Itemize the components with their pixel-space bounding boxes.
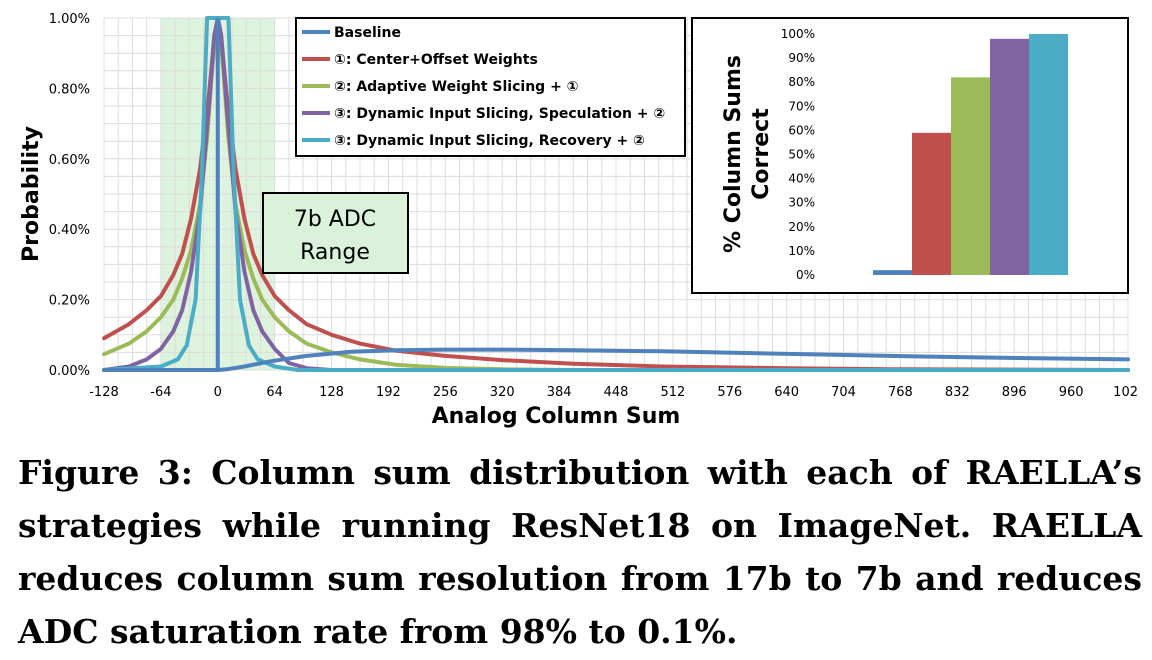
inset-y-tick-label: 30% xyxy=(788,196,815,210)
annotation-box xyxy=(262,192,409,274)
inset-y-tick-label: 10% xyxy=(788,244,815,258)
legend-label: ①: Center+Offset Weights xyxy=(334,52,538,68)
x-tick-label: 640 xyxy=(774,385,799,400)
inset-y-tick-label: 70% xyxy=(788,99,815,113)
inset-y-tick-label: 80% xyxy=(788,75,815,89)
x-tick-label: 896 xyxy=(1002,385,1027,400)
x-axis-title: Analog Column Sum xyxy=(432,404,681,429)
inset-y-axis-title: % Column Sums xyxy=(721,55,746,253)
x-tick-label: 768 xyxy=(888,385,913,400)
annotation-text: Range xyxy=(300,240,370,265)
x-tick-label: 704 xyxy=(831,385,856,400)
y-tick-label: 1.00% xyxy=(49,12,90,27)
inset-y-tick-label: 90% xyxy=(788,51,815,65)
x-tick-label: 960 xyxy=(1059,385,1084,400)
y-tick-label: 0.00% xyxy=(49,364,90,379)
x-tick-label: 832 xyxy=(945,385,970,400)
inset-bar-chart: 0% 10% 20% 30% 40% 50% 60% 70% 80% 90% 100% % Colum… xyxy=(691,17,1129,294)
chart-svg: 0.00% 0.20% 0.40% 0.60% 0.80% 1.00% -128 -64 0 64… xyxy=(19,12,1138,429)
x-tick-label: 384 xyxy=(547,385,572,400)
legend-label: Baseline xyxy=(334,25,401,41)
inset-y-tick-label: 60% xyxy=(788,123,815,137)
inset-y-tick-label: 100% xyxy=(781,27,815,41)
x-tick-label: 64 xyxy=(266,385,283,400)
legend: Baseline ①: Center+Offset Weights ②: Adapt… xyxy=(295,17,686,157)
inset-bar-2 xyxy=(951,77,990,275)
series-line-0 xyxy=(102,347,1130,372)
x-tick-label: 128 xyxy=(319,385,344,400)
x-tick-label: 512 xyxy=(660,385,685,400)
x-tick-label: 320 xyxy=(490,385,515,400)
legend-label: ③: Dynamic Input Slicing, Recovery + ② xyxy=(334,133,645,149)
x-tick-label: 0 xyxy=(214,385,222,400)
inset-y-tick-label: 0% xyxy=(796,268,815,282)
inset-y-tick-label: 20% xyxy=(788,220,815,234)
annotation-text: 7b ADC xyxy=(294,207,376,232)
inset-bar-3 xyxy=(990,38,1029,275)
legend-label: ③: Dynamic Input Slicing, Speculation + … xyxy=(334,106,665,122)
x-tick-label: 256 xyxy=(433,385,458,400)
figure-caption: Figure 3: Column sum distribution with e… xyxy=(18,453,1142,651)
y-tick-label: 0.20% xyxy=(49,294,90,309)
x-tick-label: 102 xyxy=(1113,385,1138,400)
x-tick-label: 192 xyxy=(376,385,401,400)
inset-y-tick-label: 50% xyxy=(788,148,815,162)
inset-y-tick-label: 40% xyxy=(788,172,815,186)
legend-label: ②: Adaptive Weight Slicing + ① xyxy=(334,79,579,95)
y-tick-label: 0.60% xyxy=(49,153,90,168)
inset-y-axis-title: Correct xyxy=(749,108,774,200)
x-tick-label: -128 xyxy=(89,385,119,400)
x-tick-label: -64 xyxy=(150,385,171,400)
x-tick-label: 448 xyxy=(604,385,629,400)
inset-bar-4 xyxy=(1029,34,1068,275)
y-tick-label: 0.80% xyxy=(49,82,90,97)
y-axis-title: Probability xyxy=(19,126,44,262)
adc-range-annotation: 7b ADC Range xyxy=(262,192,409,274)
legend-box xyxy=(295,17,686,157)
x-tick-label: 576 xyxy=(717,385,742,400)
y-tick-label: 0.40% xyxy=(49,223,90,238)
series-line-1 xyxy=(102,16,1130,372)
inset-bar-0 xyxy=(873,270,912,275)
inset-bar-1 xyxy=(912,132,951,275)
figure: 0.00% 0.20% 0.40% 0.60% 0.80% 1.00% -128 -64 0 64… xyxy=(19,12,1138,429)
